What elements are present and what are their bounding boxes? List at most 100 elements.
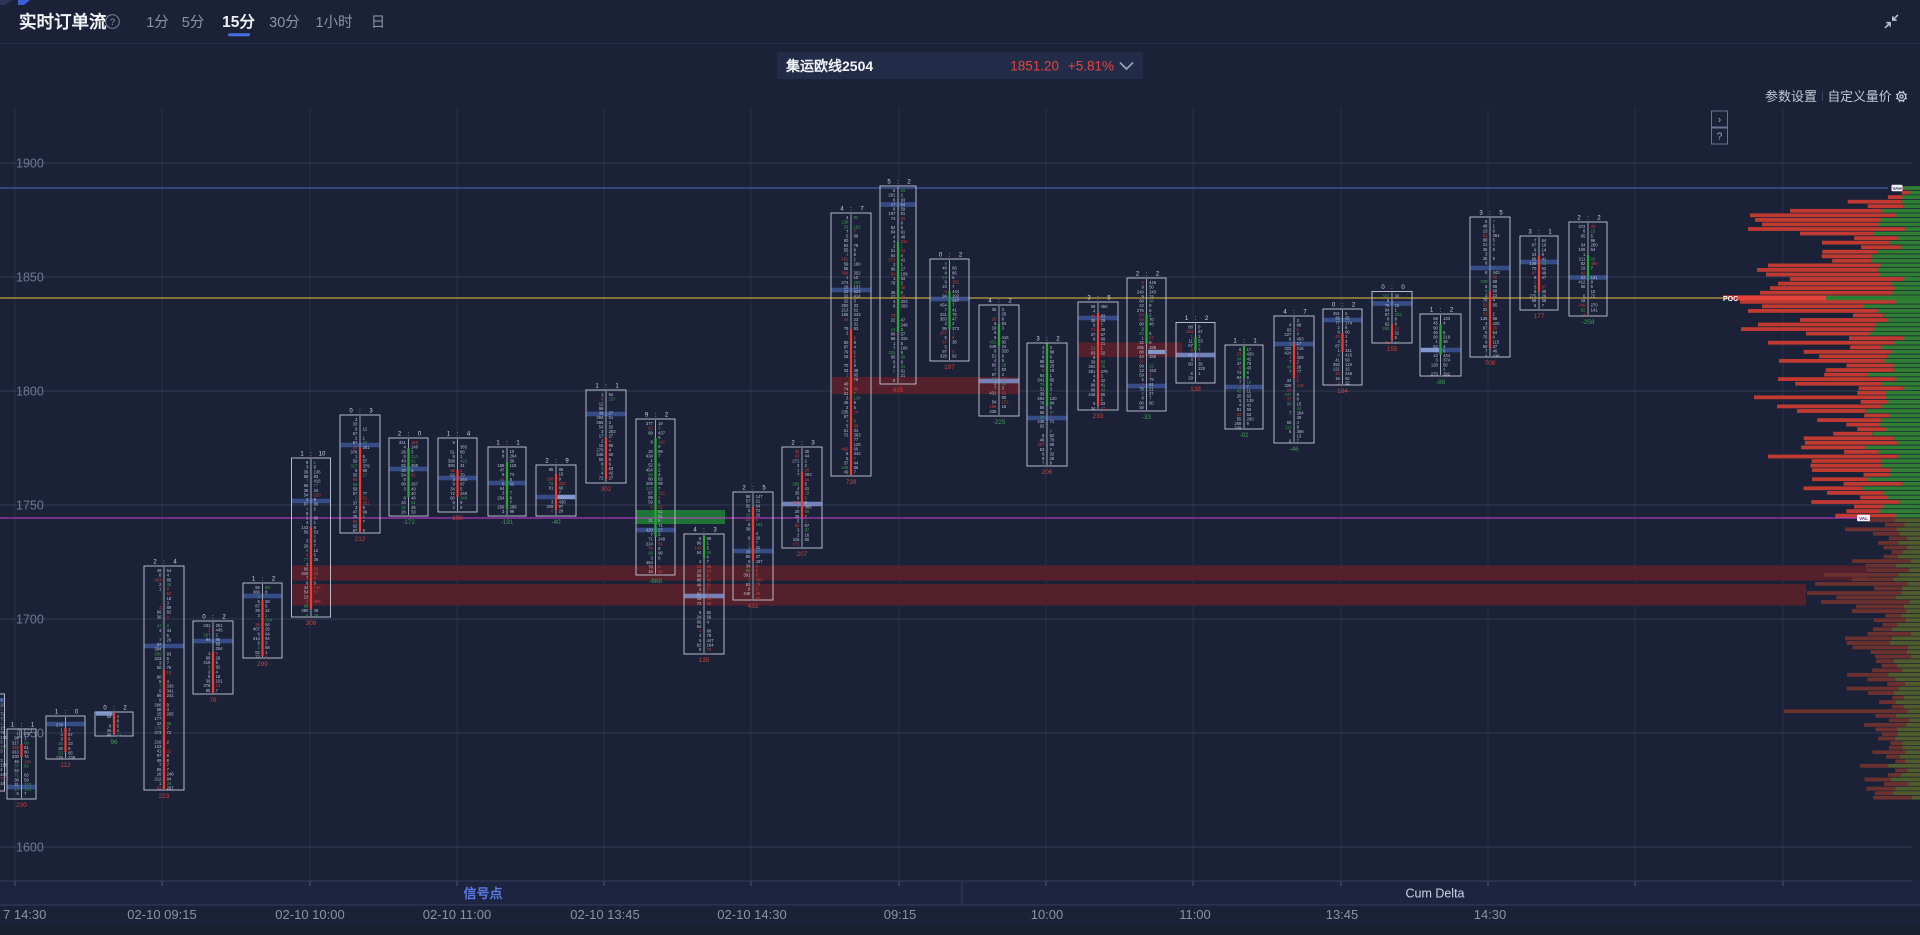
svg-text:1: 1 xyxy=(31,722,35,728)
svg-text:33: 33 xyxy=(854,303,859,308)
svg-text:128: 128 xyxy=(1431,362,1439,367)
svg-text:6: 6 xyxy=(994,335,997,340)
svg-text:81: 81 xyxy=(363,496,368,501)
svg-text:7: 7 xyxy=(363,519,366,524)
svg-text:7: 7 xyxy=(707,559,710,564)
svg-text:6: 6 xyxy=(502,472,505,477)
svg-text:139: 139 xyxy=(1247,398,1255,403)
svg-text:81: 81 xyxy=(1385,340,1390,345)
svg-text:73: 73 xyxy=(510,472,515,477)
svg-text:253: 253 xyxy=(609,429,617,434)
svg-text:8: 8 xyxy=(658,546,661,551)
svg-text:7: 7 xyxy=(1101,323,1104,328)
svg-text:1: 1 xyxy=(651,458,654,463)
svg-text:0: 0 xyxy=(75,709,79,715)
svg-text:246: 246 xyxy=(1345,371,1353,376)
svg-text::: : xyxy=(1097,295,1099,301)
svg-text:25: 25 xyxy=(1002,312,1007,317)
svg-text:5: 5 xyxy=(887,179,891,185)
svg-text:326: 326 xyxy=(1284,383,1292,388)
svg-text:2: 2 xyxy=(994,381,997,386)
svg-text:2: 2 xyxy=(901,290,904,295)
svg-text:92: 92 xyxy=(844,243,849,248)
svg-text:9: 9 xyxy=(1485,339,1488,344)
svg-text:4: 4 xyxy=(699,633,702,638)
svg-text:47: 47 xyxy=(500,468,505,473)
svg-text:1: 1 xyxy=(159,781,162,786)
svg-text:269: 269 xyxy=(901,304,909,309)
svg-text::: : xyxy=(1489,210,1491,216)
svg-text:9: 9 xyxy=(1149,303,1152,308)
svg-text:16: 16 xyxy=(805,532,810,537)
svg-text:3: 3 xyxy=(68,727,71,732)
svg-text:7: 7 xyxy=(1303,309,1307,315)
svg-text:62: 62 xyxy=(795,523,800,528)
svg-text:6: 6 xyxy=(1247,370,1250,375)
svg-text:65: 65 xyxy=(1581,233,1586,238)
svg-text:83: 83 xyxy=(1139,312,1144,317)
svg-text:443: 443 xyxy=(854,312,862,317)
svg-text:13: 13 xyxy=(216,683,221,688)
svg-text:78: 78 xyxy=(1139,387,1144,392)
svg-text:13: 13 xyxy=(1297,434,1302,439)
svg-text:72: 72 xyxy=(756,508,761,513)
svg-text:6: 6 xyxy=(1493,247,1496,252)
svg-text:1750: 1750 xyxy=(16,499,44,513)
svg-text:8: 8 xyxy=(1142,396,1145,401)
svg-text:9: 9 xyxy=(1338,380,1341,385)
svg-text:134: 134 xyxy=(854,396,862,401)
svg-text:7: 7 xyxy=(651,532,654,537)
svg-text:270: 270 xyxy=(596,448,604,453)
svg-text:8: 8 xyxy=(707,573,710,578)
svg-text:96: 96 xyxy=(658,551,663,556)
svg-text:300: 300 xyxy=(841,303,849,308)
svg-text:77: 77 xyxy=(1297,369,1302,374)
svg-text:7: 7 xyxy=(854,456,857,461)
svg-text:295: 295 xyxy=(167,712,175,717)
svg-text:3: 3 xyxy=(369,408,373,414)
svg-text:4: 4 xyxy=(61,732,64,737)
svg-text:2: 2 xyxy=(748,577,751,582)
svg-text:339: 339 xyxy=(1480,279,1488,284)
svg-text:5: 5 xyxy=(762,485,766,491)
svg-text:96: 96 xyxy=(1591,238,1596,243)
svg-text:15: 15 xyxy=(599,443,604,448)
svg-text:4: 4 xyxy=(1283,309,1287,315)
svg-text:75: 75 xyxy=(167,665,172,670)
svg-text:9: 9 xyxy=(265,654,268,659)
svg-text:446: 446 xyxy=(1088,392,1096,397)
svg-text:93: 93 xyxy=(901,197,906,202)
svg-text:66: 66 xyxy=(1345,330,1350,335)
svg-text:336: 336 xyxy=(167,684,175,689)
svg-text:431: 431 xyxy=(989,390,997,395)
svg-text:98: 98 xyxy=(1091,383,1096,388)
svg-text:6: 6 xyxy=(208,665,211,670)
svg-text:0: 0 xyxy=(349,408,353,414)
svg-text:9: 9 xyxy=(1247,421,1250,426)
svg-text:6: 6 xyxy=(1289,337,1292,342)
svg-text:20: 20 xyxy=(167,637,172,642)
svg-text::: : xyxy=(703,527,705,533)
svg-text:89: 89 xyxy=(167,605,172,610)
svg-text:94: 94 xyxy=(901,202,906,207)
svg-text:55: 55 xyxy=(1101,392,1106,397)
svg-text:50: 50 xyxy=(1287,420,1292,425)
svg-text:6: 6 xyxy=(1050,354,1053,359)
svg-text:414: 414 xyxy=(854,294,862,299)
svg-text:80: 80 xyxy=(844,340,849,345)
svg-text:7: 7 xyxy=(1493,265,1496,270)
svg-text:176: 176 xyxy=(0,735,8,740)
svg-text:74: 74 xyxy=(844,386,849,391)
svg-text:4: 4 xyxy=(1485,321,1488,326)
svg-text:4: 4 xyxy=(797,486,800,491)
svg-text:71: 71 xyxy=(1091,327,1096,332)
svg-text:216: 216 xyxy=(154,739,162,744)
svg-text:365: 365 xyxy=(460,445,468,450)
svg-text:14:30: 14:30 xyxy=(1474,907,1507,922)
svg-text:4: 4 xyxy=(994,358,997,363)
svg-text:46: 46 xyxy=(314,608,319,613)
svg-text:93: 93 xyxy=(1091,350,1096,355)
svg-text:73: 73 xyxy=(697,601,702,606)
svg-text:-88: -88 xyxy=(1436,379,1446,386)
svg-text:7: 7 xyxy=(0,698,3,703)
